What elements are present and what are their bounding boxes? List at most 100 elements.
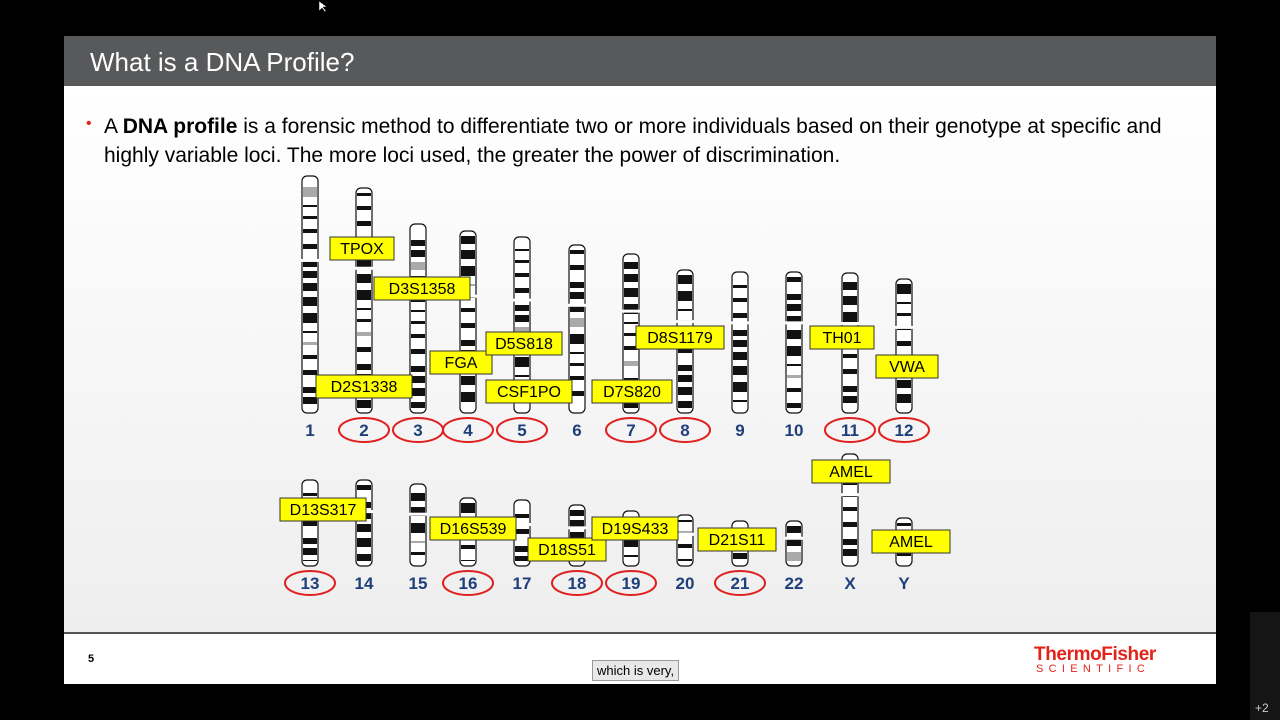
bullet-text-rest: is a forensic method to differentiate tw… (104, 115, 1162, 167)
page-number: 5 (88, 653, 95, 665)
thermo-fisher-logo: ThermoFisher SCIENTIFIC (1034, 644, 1194, 678)
slide-footer: 5 which is very, ThermoFisher SCIENTIFIC (64, 634, 1216, 684)
chromosome-4 (459, 230, 477, 414)
chromosome-13 (301, 479, 319, 567)
chromosome-3-number: 3 (413, 421, 422, 440)
chromosome-21-number: 21 (731, 574, 750, 593)
chromosome-6 (568, 244, 586, 414)
locus-d21s11-label: D21S11 (709, 532, 766, 549)
chromosome-13-number: 13 (301, 574, 320, 593)
chromosome-16-circle (442, 570, 494, 596)
chromosome-16-number: 16 (459, 574, 478, 593)
chromosome-7-number: 7 (626, 421, 635, 440)
mouse-cursor-icon (318, 0, 328, 18)
chromosome-6-number: 6 (572, 421, 581, 440)
chromosome-8-circle (659, 417, 711, 443)
locus-d3s1358-box (373, 276, 471, 301)
chromosome-19-circle (605, 570, 657, 596)
logo-wordmark: ThermoFisher (1034, 644, 1156, 665)
logo-subtitle: SCIENTIFIC (1036, 663, 1151, 675)
chromosome-5-circle (496, 417, 548, 443)
locus-th01-box (809, 325, 875, 350)
locus-d16s539-label: D16S539 (440, 521, 507, 538)
chromosome-18-circle (551, 570, 603, 596)
bullet-text-prefix: A (104, 115, 123, 138)
chromosome-11-number: 11 (841, 421, 859, 440)
locus-d19s433-box (591, 516, 679, 541)
locus-amel-label: AMEL (829, 464, 873, 481)
participants-panel[interactable] (1250, 612, 1280, 720)
chromosome-21-circle (714, 570, 766, 596)
chromosome-9-number: 9 (735, 421, 744, 440)
chromosome-14 (355, 479, 373, 567)
chromosome-2-circle (338, 417, 390, 443)
chromosome-4-circle (442, 417, 494, 443)
chromosome-9 (731, 271, 749, 414)
chromosome-15 (409, 483, 427, 567)
chromosome-10-number: 10 (785, 421, 804, 440)
chromosome-2-number: 2 (359, 421, 368, 440)
locus-d8s1179-label: D8S1179 (647, 330, 713, 347)
slide-title: What is a DNA Profile? (90, 47, 355, 77)
chromosome-17-number: 17 (513, 574, 532, 593)
chromosome-8-number: 8 (680, 421, 689, 440)
locus-d16s539-box (429, 516, 517, 541)
locus-d2s1338-box (315, 374, 413, 399)
chromosome-y-number: Y (898, 574, 910, 593)
chromosome-13-circle (284, 570, 336, 596)
chromosome-22-number: 22 (785, 574, 804, 593)
locus-d7s820-box (591, 379, 673, 404)
video-caption: which is very, (592, 660, 680, 681)
locus-d13s317-label: D13S317 (290, 502, 357, 519)
locus-th01-label: TH01 (822, 330, 861, 347)
locus-amel-box (811, 459, 891, 484)
chromosome-10 (785, 271, 803, 414)
locus-d18s51-label: D18S51 (538, 542, 596, 559)
slide-title-bar: What is a DNA Profile? (64, 36, 1216, 86)
locus-d21s11-box (697, 527, 777, 552)
chromosome-19-number: 19 (622, 574, 641, 593)
chromosome-1-number: 1 (305, 421, 314, 440)
locus-fga-label: FGA (445, 355, 478, 372)
slide-content (64, 86, 1216, 632)
chromosome-7-circle (605, 417, 657, 443)
chromosome-17 (513, 499, 531, 567)
chromosome-12-circle (878, 417, 930, 443)
locus-d13s317-box (279, 497, 367, 522)
chromosome-14-number: 14 (355, 574, 374, 593)
locus-d8s1179-box (635, 325, 725, 350)
footer-divider (64, 632, 1216, 634)
chromosome-7 (622, 253, 640, 414)
chromosome-1 (301, 175, 319, 414)
chromosome-20-number: 20 (676, 574, 695, 593)
chromosome-12 (895, 278, 913, 414)
locus-d3s1358-label: D3S1358 (389, 281, 456, 298)
locus-d7s820-label: D7S820 (603, 384, 661, 401)
locus-csf1po-label: CSF1PO (497, 384, 561, 401)
locus-tpox-box (329, 236, 395, 261)
chromosome-11-circle (824, 417, 876, 443)
locus-d5s818-label: D5S818 (495, 336, 553, 353)
bullet-text: A DNA profile is a forensic method to di… (104, 112, 1204, 170)
overflow-count[interactable]: +2 (1255, 701, 1269, 715)
locus-amel-y-label: AMEL (889, 534, 933, 551)
chromosome-4-number: 4 (463, 421, 473, 440)
locus-vwa-label: VWA (889, 359, 925, 376)
chromosome-x-number: X (844, 574, 856, 593)
locus-d19s433-label: D19S433 (602, 521, 669, 538)
locus-d18s51-box (527, 537, 607, 562)
chromosome-18-number: 18 (568, 574, 587, 593)
chromosome-22 (785, 520, 803, 567)
locus-d5s818-box (485, 331, 563, 356)
locus-vwa-box (875, 354, 939, 379)
locus-d2s1338-label: D2S1338 (331, 379, 398, 396)
locus-tpox-label: TPOX (340, 241, 384, 258)
chromosome-20 (676, 514, 694, 567)
chromosome-15-number: 15 (409, 574, 428, 593)
chromosome-12-number: 12 (895, 421, 914, 440)
chromosome-5-number: 5 (517, 421, 526, 440)
locus-amel-y-box (871, 529, 951, 554)
bullet-icon: • (86, 115, 92, 132)
bullet-text-bold: DNA profile (122, 115, 238, 138)
